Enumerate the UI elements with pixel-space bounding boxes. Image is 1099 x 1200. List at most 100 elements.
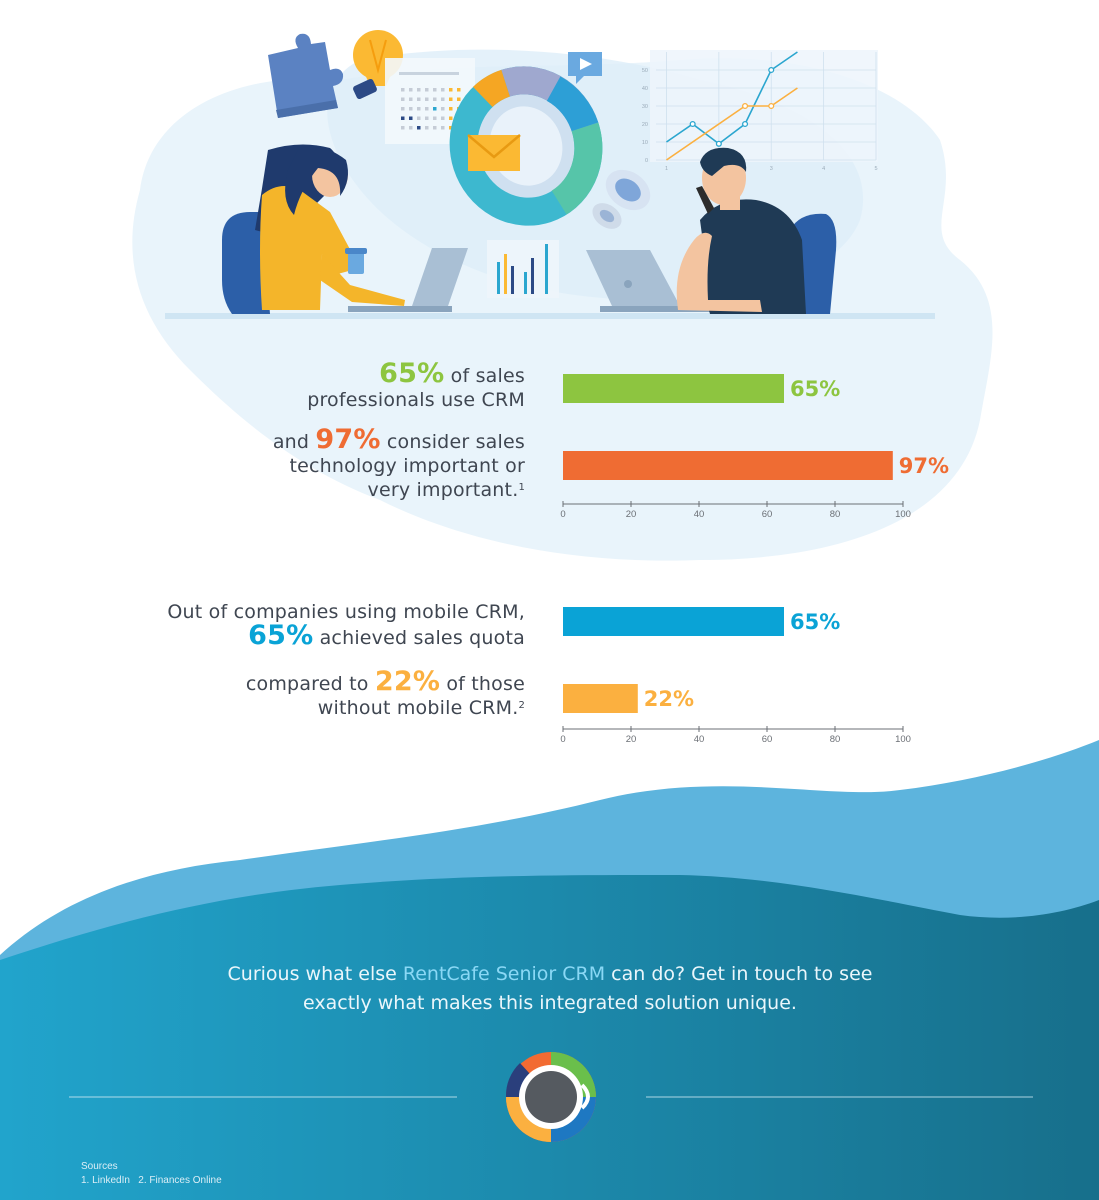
tick-label: 100 bbox=[895, 734, 911, 745]
calendar-dot bbox=[433, 88, 437, 92]
calendar-dot bbox=[417, 116, 421, 120]
series-point bbox=[715, 140, 722, 147]
tick-label: 1 bbox=[665, 166, 668, 172]
calendar-dot bbox=[433, 107, 437, 111]
series-point bbox=[741, 120, 749, 128]
tick-label: 40 bbox=[694, 734, 705, 745]
calendar-dot bbox=[417, 107, 421, 111]
calendar-dot bbox=[425, 88, 429, 92]
calendar-dot bbox=[417, 88, 421, 92]
tick-label: 60 bbox=[762, 734, 773, 745]
sources-title: Sources bbox=[81, 1161, 118, 1172]
stat-text: compared to bbox=[245, 673, 375, 695]
stat-without-mobile-crm: compared to 22% of those without mobile … bbox=[180, 668, 525, 720]
series-point bbox=[689, 120, 696, 128]
laptop-icon bbox=[348, 248, 468, 312]
tick-label: 100 bbox=[895, 509, 911, 520]
laptop-icon-right bbox=[586, 250, 730, 312]
calendar-dot bbox=[401, 116, 405, 120]
tick-label: 20 bbox=[626, 509, 637, 520]
calendar-dot bbox=[457, 88, 461, 92]
stat-text: and bbox=[272, 431, 316, 453]
stat-sales-crm-usage: 65% of sales professionals use CRM bbox=[230, 360, 525, 412]
calendar-dot bbox=[409, 97, 413, 101]
coffee-cup-icon bbox=[505, 1052, 596, 1142]
call-to-action: Curious what else RentCafe Senior CRM ca… bbox=[150, 960, 950, 1018]
calendar-dot bbox=[441, 116, 445, 120]
bar-chart-icon bbox=[487, 240, 559, 298]
puzzle-icon bbox=[268, 33, 344, 118]
tick-label: 0 bbox=[560, 734, 565, 745]
gear-icon bbox=[592, 169, 651, 229]
stat-sales-technology: and 97% consider sales technology import… bbox=[200, 426, 525, 502]
calendar-dot bbox=[449, 116, 453, 120]
footnote-marker: 2 bbox=[518, 700, 525, 711]
cta-text: can do? Get in touch to see bbox=[605, 963, 873, 985]
tick-label: 40 bbox=[694, 509, 705, 520]
stat-text: very important. bbox=[367, 479, 519, 501]
wave-dark bbox=[0, 875, 1099, 1200]
calendar-dot bbox=[457, 97, 461, 101]
man-figure bbox=[676, 147, 837, 314]
series-point bbox=[741, 102, 749, 110]
source-item: 2. Finances Online bbox=[138, 1175, 222, 1186]
calendar-dot bbox=[401, 97, 405, 101]
stat-text: consider sales bbox=[380, 431, 525, 453]
tick-label: 60 bbox=[762, 509, 773, 520]
stat-text: of those bbox=[440, 673, 525, 695]
tick-label: 20 bbox=[642, 122, 648, 128]
bar-chart-mobile-crm: 65% 22% 0 20 40 60 80 100 bbox=[560, 607, 911, 745]
tick-label: 0 bbox=[645, 158, 648, 164]
line-chart-icon: 0102030405012345 bbox=[642, 50, 878, 172]
bar-chart-crm-usage: 65% 97% 0 20 40 60 80 100 bbox=[560, 374, 949, 520]
bar bbox=[563, 374, 784, 403]
stat-text: professionals use CRM bbox=[307, 389, 525, 411]
stat-highlight: 22% bbox=[374, 666, 441, 697]
tick-label: 4 bbox=[822, 166, 825, 172]
calendar-dot bbox=[425, 97, 429, 101]
stat-text: achieved sales quota bbox=[313, 627, 525, 649]
calendar-dot bbox=[441, 97, 445, 101]
calendar-dot bbox=[449, 97, 453, 101]
stat-text: without mobile CRM. bbox=[317, 697, 519, 719]
calendar-dot bbox=[417, 126, 421, 130]
envelope-icon bbox=[467, 134, 521, 171]
stat-highlight: 65% bbox=[379, 358, 445, 389]
cta-text: Curious what else bbox=[227, 963, 403, 985]
tick-label: 80 bbox=[830, 509, 841, 520]
stat-text: technology important or bbox=[289, 455, 525, 477]
stat-highlight: 65% bbox=[248, 620, 314, 651]
data-label: 22% bbox=[644, 687, 694, 711]
calendar-dot bbox=[425, 116, 429, 120]
calendar-dot bbox=[409, 116, 413, 120]
calendar-dot bbox=[401, 126, 405, 130]
calendar-dot bbox=[417, 97, 421, 101]
tick-label: 3 bbox=[770, 166, 773, 172]
calendar-dot bbox=[409, 107, 413, 111]
woman-figure bbox=[222, 144, 405, 314]
bar bbox=[563, 684, 638, 713]
calendar-dot bbox=[441, 107, 445, 111]
bar bbox=[563, 451, 893, 480]
tick-label: 5 bbox=[874, 166, 877, 172]
stat-text: Out of companies using mobile CRM, bbox=[167, 601, 525, 623]
stat-highlight: 97% bbox=[315, 424, 381, 455]
calendar-dot bbox=[409, 88, 413, 92]
product-name: RentCafe Senior CRM bbox=[402, 963, 606, 985]
calendar-dot bbox=[441, 88, 445, 92]
calendar-dot bbox=[449, 126, 453, 130]
tick-label: 40 bbox=[642, 86, 648, 92]
bar bbox=[563, 607, 784, 636]
cta-text: exactly what makes this integrated solut… bbox=[303, 992, 797, 1014]
calendar-dot bbox=[433, 97, 437, 101]
calendar-dot bbox=[449, 88, 453, 92]
play-icon bbox=[568, 52, 602, 84]
tick-label: 50 bbox=[642, 68, 648, 74]
series-point bbox=[768, 66, 775, 74]
calendar-dot bbox=[433, 116, 437, 120]
data-label: 65% bbox=[790, 610, 840, 634]
tick-label: 80 bbox=[830, 734, 841, 745]
stat-mobile-crm-quota: Out of companies using mobile CRM, 65% a… bbox=[140, 600, 525, 650]
